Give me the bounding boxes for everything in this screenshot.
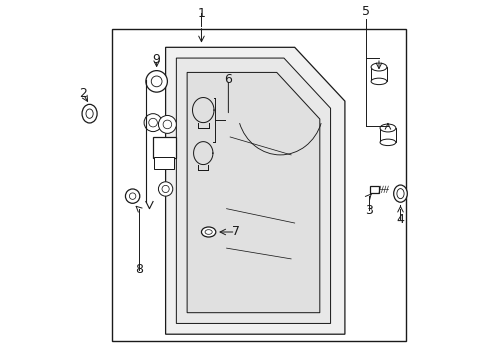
Text: 7: 7 <box>231 225 239 238</box>
Bar <box>153 137 176 158</box>
Circle shape <box>162 185 169 193</box>
Bar <box>370 67 386 81</box>
Ellipse shape <box>393 185 407 202</box>
Text: 1: 1 <box>197 7 205 20</box>
Ellipse shape <box>370 63 386 71</box>
Text: 9: 9 <box>152 53 160 66</box>
Text: 2: 2 <box>79 87 87 100</box>
Polygon shape <box>165 47 344 334</box>
Bar <box>369 186 378 193</box>
Bar <box>112 30 405 341</box>
Circle shape <box>163 120 171 129</box>
Circle shape <box>158 116 176 134</box>
Ellipse shape <box>86 109 93 118</box>
Ellipse shape <box>370 78 386 85</box>
Ellipse shape <box>379 139 395 145</box>
Text: 8: 8 <box>134 263 142 276</box>
Circle shape <box>148 118 157 127</box>
Text: 5: 5 <box>362 5 370 18</box>
Text: 3: 3 <box>365 204 372 217</box>
Ellipse shape <box>396 189 403 199</box>
Circle shape <box>151 76 162 87</box>
Ellipse shape <box>82 104 97 123</box>
Bar <box>154 157 174 169</box>
Text: 4: 4 <box>396 213 404 226</box>
Polygon shape <box>176 58 330 323</box>
Circle shape <box>145 71 167 92</box>
Text: 6: 6 <box>224 73 232 86</box>
Ellipse shape <box>204 230 212 234</box>
Ellipse shape <box>201 227 215 237</box>
Bar <box>379 128 395 142</box>
Polygon shape <box>187 72 319 313</box>
Circle shape <box>158 182 172 196</box>
Circle shape <box>144 114 162 132</box>
Ellipse shape <box>379 124 395 132</box>
Circle shape <box>125 189 140 203</box>
Circle shape <box>129 193 136 199</box>
